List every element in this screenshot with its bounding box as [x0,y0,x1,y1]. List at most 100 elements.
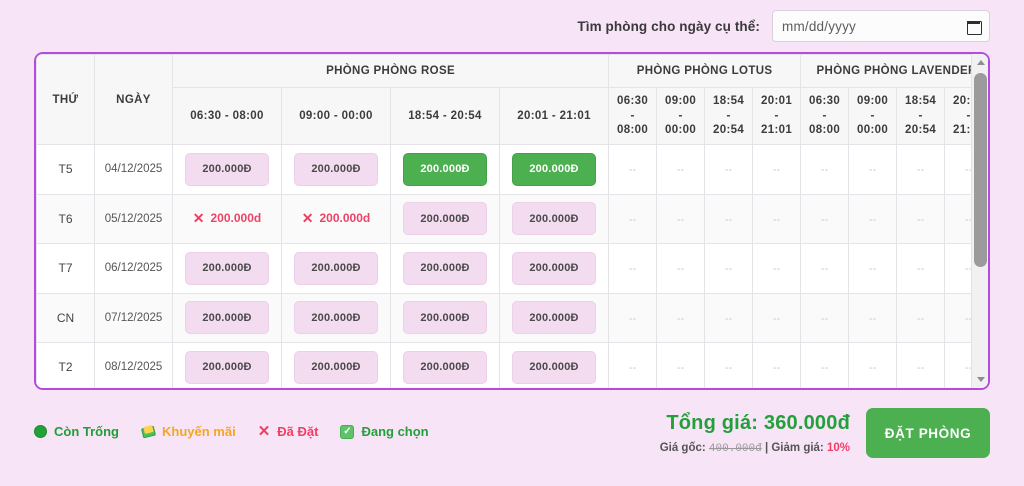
slot-cell-rose-0[interactable]: 200.000Đ [172,144,282,195]
slot-cell-lavender-2: -- [896,193,946,245]
slot-cell-lotus-2: -- [704,144,754,195]
empty-slot-dash: -- [628,312,637,325]
available-slot-button[interactable]: 200.000Đ [512,202,597,236]
booked-slot-price: 200.000d [210,210,262,225]
empty-slot-dash: -- [676,263,685,276]
empty-slot-dash: -- [724,164,733,177]
empty-slot-dash: -- [964,362,973,375]
slot-cell-rose-3[interactable]: 200.000Đ [498,243,610,294]
slot-cell-rose-2[interactable]: 200.000Đ [390,243,500,294]
slot-cell-rose-1[interactable]: 200.000Đ [281,144,391,195]
slot-header-lavender-1: 09:00-00:00 [848,86,898,146]
calendar-icon[interactable] [967,19,982,35]
available-slot-button[interactable]: 200.000Đ [185,301,269,335]
slot-cell-lavender-2: -- [896,243,946,294]
date-input-placeholder: mm/dd/yyyy [782,18,857,34]
slot-cell-rose-1[interactable]: 200.000Đ [281,342,391,388]
slot-cell-lotus-2: -- [704,193,754,245]
empty-slot-dash: -- [628,362,637,375]
available-slot-button[interactable]: 200.000Đ [512,251,597,285]
discount-label: Giảm giá: [771,442,824,454]
empty-slot-dash: -- [820,164,829,177]
available-slot-button[interactable]: 200.000Đ [403,251,487,285]
slot-cell-lotus-3: -- [752,193,802,245]
available-slot-button[interactable]: 200.000Đ [512,301,597,335]
table-row: T7 06/12/2025 200.000Đ 200.000Đ 200.000Đ 200.… [36,243,988,294]
available-slot-button[interactable]: 200.000Đ [403,350,487,384]
slot-cell-rose-2[interactable]: 200.000Đ [390,193,500,245]
price-breakdown: Giá gốc: 400.000đ | Giảm giá: 10% [660,442,850,455]
empty-slot-dash: -- [820,312,829,325]
footer: Còn Trống Khuyến mãi ✕ Đã Đặt ✓ Đang chọn Tổn… [0,396,1024,486]
available-slot-button[interactable]: 200.000Đ [294,152,378,186]
available-slot-button[interactable]: 200.000Đ [512,350,597,384]
cell-weekday: T6 [36,193,95,245]
slot-cell-lotus-2: -- [704,243,754,294]
legend: Còn Trống Khuyến mãi ✕ Đã Đặt ✓ Đang chọn [34,408,429,439]
slot-cell-lavender-1: -- [848,193,898,245]
slot-header-lavender-0: 06:30-08:00 [800,86,850,146]
slot-cell-rose-3[interactable]: 200.000Đ [498,292,610,344]
slot-cell-rose-1[interactable]: 200.000Đ [281,243,391,294]
cell-date: 05/12/2025 [94,193,173,245]
slot-cell-lotus-0: -- [608,144,658,195]
available-slot-button[interactable]: 200.000Đ [294,301,378,335]
slot-header-lavender-2: 18:54-20:54 [896,86,946,146]
empty-slot-dash: -- [916,164,925,177]
legend-item-1: Khuyến mãi [141,424,236,439]
slot-cell-rose-3[interactable]: 200.000Đ [498,144,610,195]
selected-slot-button[interactable]: 200.000Đ [403,152,487,186]
slot-cell-rose-3[interactable]: 200.000Đ [498,342,610,388]
available-slot-button[interactable]: 200.000Đ [185,350,269,384]
slot-cell-rose-0[interactable]: 200.000Đ [172,292,282,344]
empty-slot-dash: -- [724,312,733,325]
slot-cell-lotus-3: -- [752,243,802,294]
slot-cell-rose-1[interactable]: 200.000Đ [281,292,391,344]
cell-date: 04/12/2025 [94,144,173,195]
slot-cell-rose-2[interactable]: 200.000Đ [390,144,500,195]
book-room-button[interactable]: ĐẶT PHÒNG [866,408,990,458]
schedule-head: THỨ NGÀY PHÒNG PHÒNG ROSE PHÒNG PHÒNG LO… [36,54,988,146]
slot-cell-rose-2[interactable]: 200.000Đ [390,342,500,388]
slot-cell-lotus-2: -- [704,342,754,388]
slot-cell-rose-3[interactable]: 200.000Đ [498,193,610,245]
empty-slot-dash: -- [916,263,925,276]
available-slot-button[interactable]: 200.000Đ [403,301,487,335]
date-input[interactable]: mm/dd/yyyy [772,10,990,42]
slot-cell-lavender-2: -- [896,144,946,195]
available-slot-button[interactable]: 200.000Đ [294,251,378,285]
slot-cell-rose-2[interactable]: 200.000Đ [390,292,500,344]
available-slot-button[interactable]: 200.000Đ [185,251,269,285]
available-slot-button[interactable]: 200.000Đ [294,350,378,384]
green-circle-icon [34,425,47,438]
slot-cell-lavender-1: -- [848,292,898,344]
slot-cell-lotus-1: -- [656,243,706,294]
slot-cell-rose-0[interactable]: 200.000Đ [172,342,282,388]
schedule-table: THỨ NGÀY PHÒNG PHÒNG ROSE PHÒNG PHÒNG LO… [36,54,988,388]
empty-slot-dash: -- [868,312,877,325]
scroll-down-arrow-icon[interactable] [972,371,988,388]
empty-slot-dash: -- [916,213,925,226]
breakdown-separator: | [764,442,769,454]
table-row: CN 07/12/2025 200.000Đ 200.000Đ 200.000Đ 200.… [36,292,988,344]
available-slot-button[interactable]: 200.000Đ [403,202,487,236]
selected-slot-button[interactable]: 200.000Đ [512,152,597,186]
cell-weekday: T5 [36,144,95,195]
booked-slot: ✕ 200.000d [193,211,261,225]
empty-slot-dash: -- [724,263,733,276]
empty-slot-dash: -- [676,164,685,177]
slot-header-rose-2: 18:54 - 20:54 [390,86,500,146]
vertical-scrollbar[interactable] [971,54,988,388]
slot-cell-rose-0: ✕ 200.000d [172,193,282,245]
schedule-scroll-area[interactable]: THỨ NGÀY PHÒNG PHÒNG ROSE PHÒNG PHÒNG LO… [36,54,988,388]
scroll-up-arrow-icon[interactable] [972,54,988,71]
slot-cell-rose-0[interactable]: 200.000Đ [172,243,282,294]
empty-slot-dash: -- [964,164,973,177]
scrollbar-thumb[interactable] [974,73,987,267]
slot-cell-lotus-0: -- [608,243,658,294]
empty-slot-dash: -- [724,362,733,375]
available-slot-button[interactable]: 200.000Đ [185,152,269,186]
empty-slot-dash: -- [772,164,781,177]
slot-cell-lavender-2: -- [896,292,946,344]
